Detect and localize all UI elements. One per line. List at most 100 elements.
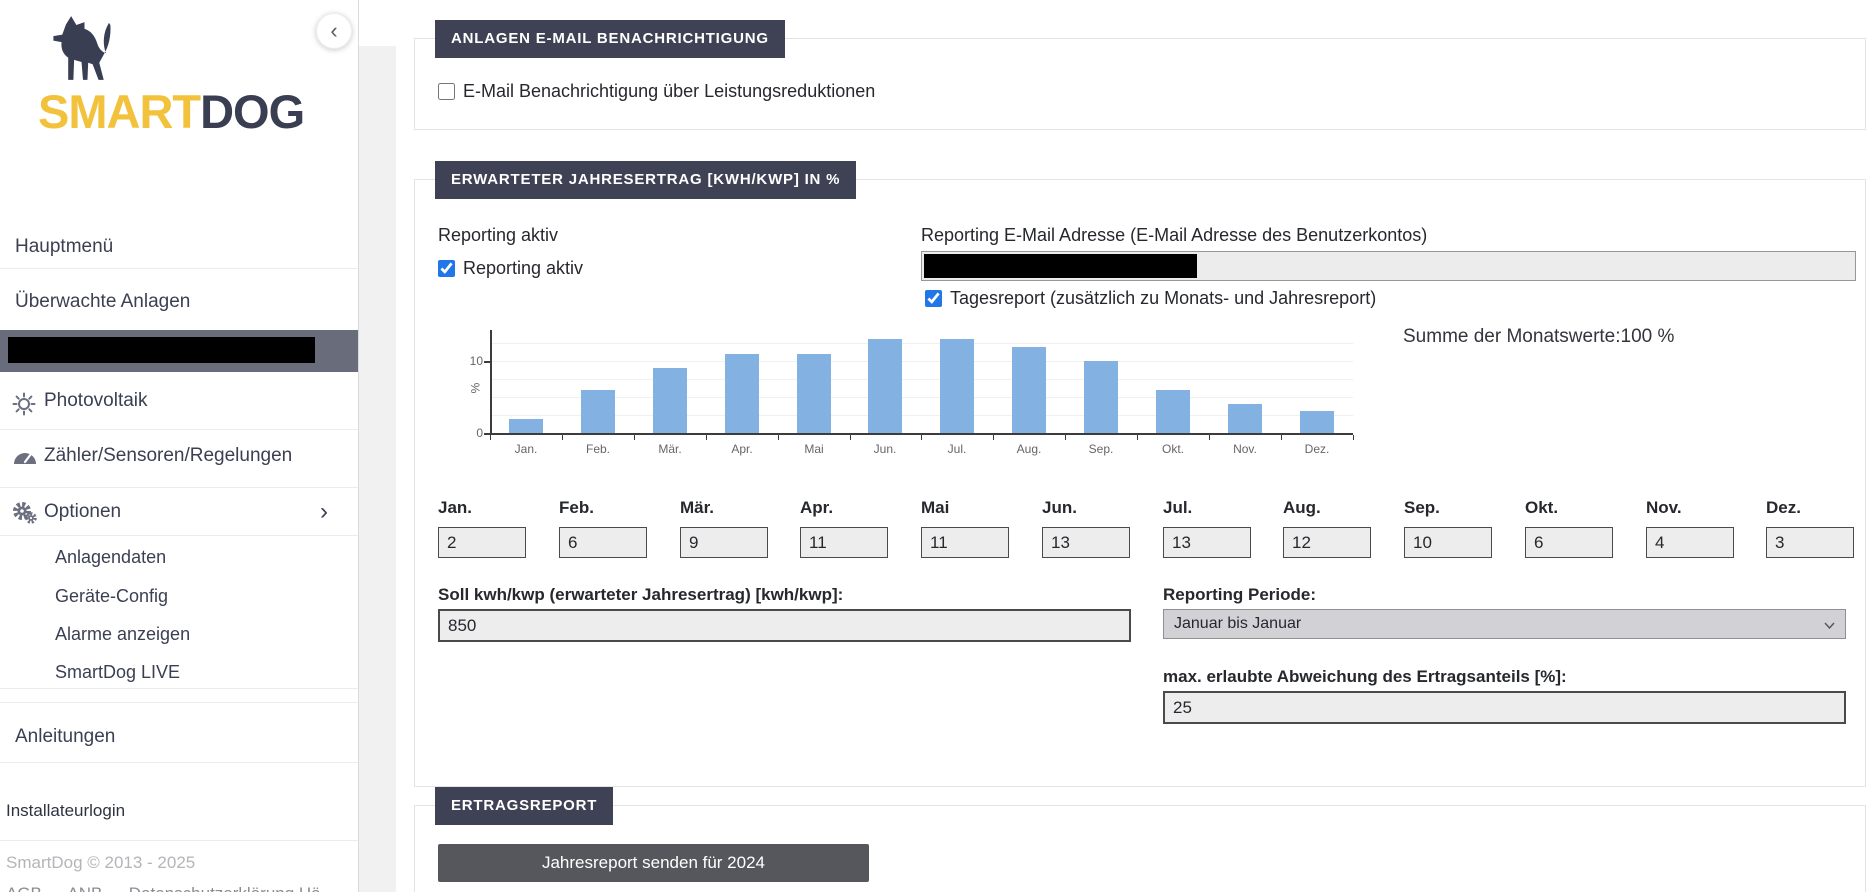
reporting-periode-select[interactable]: Januar bis Januar bbox=[1163, 609, 1846, 639]
y-tick-label: 0 bbox=[476, 426, 483, 440]
sidebar-item-photovoltaik[interactable]: Photovoltaik bbox=[44, 390, 148, 411]
month-cell-3: Mär. bbox=[680, 498, 776, 558]
brand-dog: DOG bbox=[200, 85, 305, 138]
tagesreport-label[interactable]: Tagesreport (zusätzlich zu Monats- und J… bbox=[950, 288, 1377, 308]
soll-kwh-input[interactable] bbox=[438, 609, 1131, 642]
smartdog-logo[interactable]: SMARTDOG bbox=[38, 84, 305, 139]
soll-kwh-label: Soll kwh/kwp (erwarteter Jahresertrag) [… bbox=[438, 585, 844, 604]
month-input-dez[interactable] bbox=[1766, 527, 1854, 558]
month-label: Jun. bbox=[1042, 498, 1077, 517]
installateurlogin-link[interactable]: Installateurlogin bbox=[6, 801, 126, 820]
month-cell-8: Aug. bbox=[1283, 498, 1379, 558]
gridline bbox=[490, 379, 1353, 380]
reporting-aktiv-checkbox-label[interactable]: Reporting aktiv bbox=[463, 258, 584, 278]
reporting-email-input[interactable] bbox=[921, 251, 1856, 281]
sidebar-footer-links[interactable]: AGB — ANB — Datenschutzerklärung Hä bbox=[6, 884, 321, 892]
monthly-share-chart: 0 10 Jan. Feb. Mär. Apr. Mai Jun. Jul. Aug. Sep. Ok… bbox=[465, 326, 1385, 461]
month-label: Okt. bbox=[1525, 498, 1559, 517]
sidebar-item-ueberwachte-anlagen[interactable]: Überwachte Anlagen bbox=[15, 291, 191, 312]
tagesreport-row: Tagesreport (zusätzlich zu Monats- und J… bbox=[925, 288, 1376, 309]
sidebar-item-hauptmenu[interactable]: Hauptmenü bbox=[15, 236, 114, 257]
chart-bar-okt bbox=[1156, 390, 1190, 433]
chart-bar-jul bbox=[940, 339, 974, 433]
month-input-okt[interactable] bbox=[1525, 527, 1613, 558]
email-notification-checkbox[interactable] bbox=[438, 83, 455, 100]
x-tick bbox=[850, 435, 851, 440]
month-input-sep[interactable] bbox=[1404, 527, 1492, 558]
jahresreport-senden-button[interactable]: Jahresreport senden für 2024 bbox=[438, 844, 869, 882]
month-label: Aug. bbox=[1283, 498, 1321, 517]
sidebar-subitem-geraete-config[interactable]: Geräte-Config bbox=[55, 586, 169, 606]
month-label: Apr. bbox=[800, 498, 834, 517]
sidebar-subitem-anlagendaten[interactable]: Anlagendaten bbox=[55, 547, 167, 567]
divider bbox=[0, 429, 358, 430]
y-tick bbox=[484, 433, 490, 435]
x-tick-label: Nov. bbox=[1233, 442, 1257, 456]
x-tick bbox=[562, 435, 563, 440]
sidebar-item-zaehler-sensoren-regelungen[interactable]: Zähler/Sensoren/Regelungen bbox=[44, 445, 293, 466]
month-input-mai[interactable] bbox=[921, 527, 1009, 558]
month-label: Jan. bbox=[438, 498, 473, 517]
x-axis bbox=[490, 433, 1353, 435]
email-notification-label[interactable]: E-Mail Benachrichtigung über Leistungsre… bbox=[463, 81, 876, 101]
section-title-badge: ERTRAGSREPORT bbox=[435, 787, 614, 825]
month-input-jul[interactable] bbox=[1163, 527, 1251, 558]
sidebar: SMARTDOG Hauptmenü Überwachte Anlagen Ph… bbox=[0, 0, 359, 892]
x-tick-label: Jun. bbox=[873, 442, 897, 456]
y-axis-unit-label: % bbox=[468, 382, 483, 394]
month-input-aug[interactable] bbox=[1283, 527, 1371, 558]
sidebar-item-optionen[interactable]: Optionen bbox=[44, 501, 122, 522]
email-redacted bbox=[924, 254, 1197, 278]
email-notification-row: E-Mail Benachrichtigung über Leistungsre… bbox=[438, 81, 875, 102]
collapse-sidebar-button[interactable]: ‹ bbox=[316, 13, 352, 49]
month-input-jan[interactable] bbox=[438, 527, 526, 558]
sun-icon bbox=[12, 392, 38, 416]
x-tick-label: Sep. bbox=[1088, 442, 1114, 456]
chart-bar-aug bbox=[1012, 347, 1046, 433]
sidebar-subitem-alarme-anzeigen[interactable]: Alarme anzeigen bbox=[55, 624, 191, 644]
chevron-down-icon bbox=[1824, 617, 1835, 632]
x-tick bbox=[993, 435, 994, 440]
month-input-mär[interactable] bbox=[680, 527, 768, 558]
y-tick bbox=[484, 361, 490, 363]
reporting-periode-value: Januar bis Januar bbox=[1174, 615, 1302, 632]
x-tick-label: Dez. bbox=[1304, 442, 1330, 456]
month-label: Jul. bbox=[1163, 498, 1193, 517]
copyright-text: SmartDog © 2013 - 2025 bbox=[6, 853, 196, 872]
dog-logo-icon bbox=[53, 16, 111, 80]
month-cell-12: Dez. bbox=[1766, 498, 1862, 558]
month-cell-9: Sep. bbox=[1404, 498, 1500, 558]
divider bbox=[0, 535, 358, 536]
x-tick bbox=[634, 435, 635, 440]
month-cell-11: Nov. bbox=[1646, 498, 1742, 558]
month-input-feb[interactable] bbox=[559, 527, 647, 558]
tagesreport-checkbox[interactable] bbox=[925, 290, 942, 307]
x-tick-label: Mär. bbox=[658, 442, 682, 456]
chevron-left-icon: ‹ bbox=[330, 18, 338, 43]
card-ertragsreport: ERTRAGSREPORT Jahresreport senden für 20… bbox=[414, 787, 1866, 892]
month-label: Feb. bbox=[559, 498, 594, 517]
abweichung-input[interactable] bbox=[1163, 691, 1846, 724]
x-tick bbox=[706, 435, 707, 440]
chevron-right-icon[interactable]: › bbox=[320, 498, 328, 525]
selected-plant-row[interactable] bbox=[0, 330, 358, 372]
card-anlagen-email-benachrichtigung: ANLAGEN E-MAIL BENACHRICHTIGUNG E-Mail B… bbox=[414, 20, 1866, 130]
month-label: Sep. bbox=[1404, 498, 1440, 517]
gridline bbox=[490, 343, 1353, 344]
gridline bbox=[490, 361, 1353, 362]
divider bbox=[0, 487, 358, 488]
month-label: Dez. bbox=[1766, 498, 1801, 517]
brand-smart: SMART bbox=[38, 85, 201, 138]
sidebar-item-anleitungen[interactable]: Anleitungen bbox=[15, 726, 116, 747]
month-label: Mär. bbox=[680, 498, 715, 517]
month-cell-6: Jun. bbox=[1042, 498, 1138, 558]
month-input-apr[interactable] bbox=[800, 527, 888, 558]
x-tick-label: Jul. bbox=[947, 442, 967, 456]
x-tick bbox=[1353, 435, 1354, 440]
sidebar-subitem-smartdog-live[interactable]: SmartDog LIVE bbox=[55, 662, 181, 682]
chart-bar-feb bbox=[581, 390, 615, 433]
reporting-aktiv-checkbox[interactable] bbox=[438, 260, 455, 277]
month-input-jun[interactable] bbox=[1042, 527, 1130, 558]
month-input-nov[interactable] bbox=[1646, 527, 1734, 558]
